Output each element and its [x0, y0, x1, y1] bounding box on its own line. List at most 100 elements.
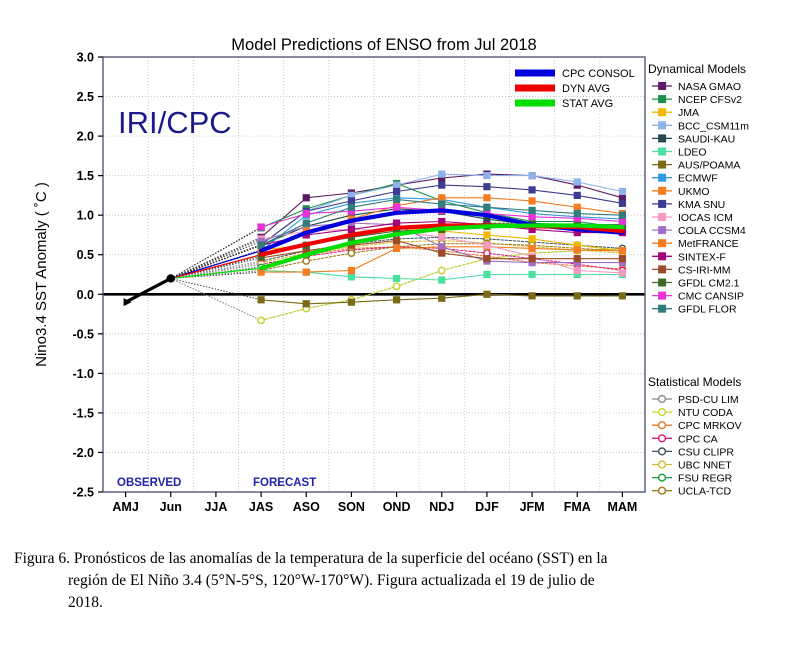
legend-swatch-statistical [657, 434, 667, 443]
observed-anchor-point [166, 274, 175, 283]
data-point [392, 219, 401, 227]
data-point [573, 209, 581, 218]
data-point [302, 194, 310, 202]
data-point [618, 187, 627, 196]
legend-swatch-dynamical [658, 186, 667, 195]
legend-swatch-dynamical [658, 252, 667, 261]
legend-swatch-statistical [657, 394, 667, 404]
legend-swatch-dynamical [658, 291, 667, 300]
y-axis-tick-label: 2.5 [77, 90, 94, 104]
x-axis-tick-label: NDJ [429, 500, 454, 514]
data-point [573, 255, 581, 263]
data-point [438, 194, 446, 202]
data-point [618, 217, 627, 226]
figure-caption: Figura 6. Pronósticos de las anomalías d… [14, 548, 786, 614]
data-point [302, 268, 310, 276]
legend-header-dynamical: Dynamical Models [648, 62, 746, 76]
legend-label-dynamical: LDEO [678, 147, 707, 159]
x-axis-tick-label: JFM [520, 500, 545, 514]
data-point [437, 266, 446, 275]
data-point [528, 172, 536, 180]
plot-frame [102, 56, 646, 493]
data-point [302, 219, 310, 227]
series-line [259, 223, 625, 271]
data-point [483, 194, 491, 202]
legend-label-dynamical: SINTEX-F [678, 251, 726, 263]
legend-label-dynamical: KMA SNU [678, 199, 725, 211]
data-point [573, 266, 581, 275]
data-point [257, 296, 265, 304]
caption-line-3: 2018. [68, 594, 103, 611]
forecast-fan-connector [170, 278, 262, 301]
data-point [438, 170, 446, 178]
legend-swatch-dynamical [658, 173, 667, 182]
data-point [392, 187, 401, 196]
data-point [392, 195, 401, 203]
legend-label-dynamical: GFDL CM2.1 [678, 278, 740, 290]
data-point [347, 203, 356, 211]
data-point [438, 200, 446, 208]
legend-label-statistical: CSU CLIPR [678, 446, 734, 458]
data-point [573, 203, 581, 211]
data-point [302, 209, 310, 218]
data-point [392, 236, 401, 245]
data-point [257, 316, 265, 325]
y-axis-tick-label: 0.0 [77, 288, 94, 302]
legend-swatch-dynamical [658, 147, 667, 156]
x-axis-tick-label: DJF [475, 500, 499, 514]
legend-label-statistical: UBC NNET [678, 460, 732, 472]
y-axis-tick-label: -1.5 [72, 406, 94, 420]
x-axis-tick-label: OND [383, 500, 411, 514]
data-point [347, 225, 356, 234]
data-point [528, 186, 536, 194]
x-axis-tick-label: Jun [160, 500, 182, 514]
data-point [483, 270, 491, 279]
legend-swatch-dynamical [658, 160, 667, 169]
legend-swatch-dynamical [658, 304, 667, 313]
legend-label-dynamical: UKMO [678, 186, 710, 198]
data-point [618, 199, 627, 207]
observed-series [123, 274, 175, 307]
legend-swatch-dynamical [658, 212, 667, 221]
legend-label-dynamical: IOCAS ICM [678, 212, 733, 224]
data-point [483, 290, 491, 298]
legend-label-dynamical: NCEP CFSv2 [678, 94, 742, 106]
legend-swatch-statistical [657, 408, 667, 417]
data-point [257, 241, 265, 249]
legend-swatch-dynamical [658, 278, 667, 287]
legend-swatch-statistical [657, 421, 667, 430]
y-axis-tick-label: 3.0 [77, 51, 94, 65]
series-aus-poama [257, 290, 627, 308]
y-axis-tick-label: 0.5 [77, 248, 94, 262]
legend-swatch-dynamical [658, 265, 667, 274]
data-point [257, 223, 265, 231]
data-point [438, 276, 446, 284]
data-point [528, 292, 536, 300]
legend-label-statistical: UCLA-TCD [678, 486, 732, 498]
data-point [392, 296, 401, 304]
caption-line-2: región de El Niño 3.4 (5°N-5°S, 120°W-17… [68, 572, 595, 589]
legend-label-statistical: CPC MRKOV [678, 420, 742, 432]
data-point [618, 247, 627, 255]
data-point [618, 292, 627, 300]
legend-swatch-consensus [515, 99, 555, 107]
x-axis-tick-label: MAM [607, 500, 637, 514]
forecast-fan-connector [170, 254, 262, 280]
legend-label-dynamical: BCC_CSM11m [678, 120, 749, 132]
data-point [528, 235, 536, 243]
data-point [528, 244, 536, 252]
forecast-label: FORECAST [253, 477, 316, 489]
chart-title: Model Predictions of ENSO from Jul 2018 [231, 36, 536, 54]
legend-label-dynamical: SAUDI-KAU [678, 133, 735, 145]
y-axis-title: Nino3.4 SST Anomaly ( ˚C ) [33, 182, 50, 367]
data-point [573, 178, 581, 186]
data-point [438, 249, 446, 257]
legend-label-dynamical: CMC CANSIP [678, 291, 744, 303]
series-line [260, 247, 623, 321]
legend-label-consensus: DYN AVG [562, 83, 610, 95]
observed-start-marker [123, 298, 132, 307]
legend-swatch-consensus [515, 69, 555, 77]
data-point [483, 241, 491, 249]
data-point [528, 206, 536, 215]
x-axis-tick-label: FMA [564, 500, 591, 514]
